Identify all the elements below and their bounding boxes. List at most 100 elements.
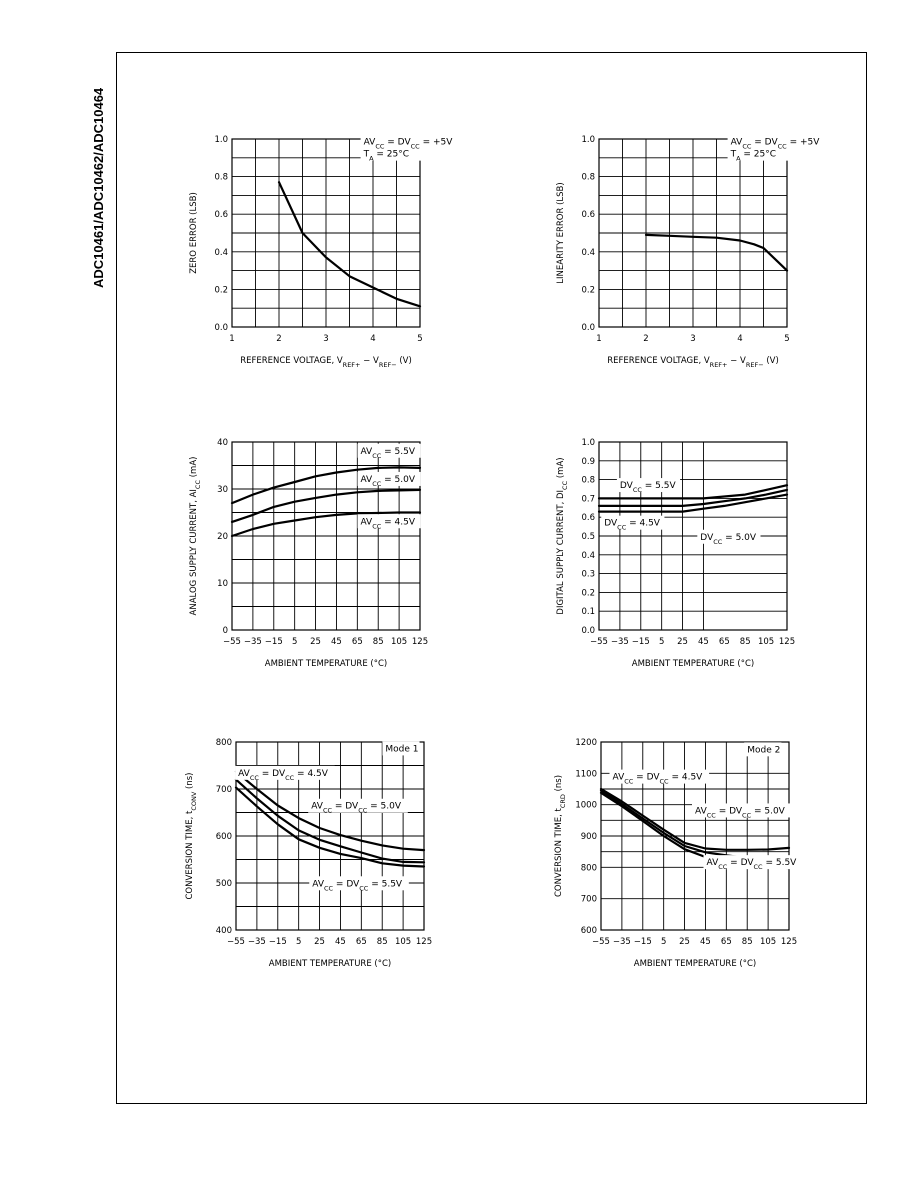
annotation-text: AVCC = DVCC = 5.5V — [706, 858, 797, 871]
annotation-text: DVCC = 5.0V — [700, 533, 757, 546]
y-tick-label: 0.2 — [581, 588, 595, 598]
y-tick-label: 0.9 — [581, 457, 595, 467]
y-tick-label: 10 — [217, 579, 228, 589]
y-axis-label: CONVERSION TIME, tCONV (ns) — [185, 773, 198, 900]
x-tick-label: 45 — [331, 637, 342, 647]
annotation-label: Mode 1 — [382, 741, 420, 756]
x-tick-label: −55 — [223, 637, 241, 647]
annotation-text: AVCC = DVCC = +5V — [731, 138, 821, 151]
x-tick-label: 65 — [719, 637, 730, 647]
y-tick-label: 0.4 — [581, 248, 595, 258]
x-tick-label: 5 — [296, 937, 301, 947]
plot-frame — [598, 138, 788, 328]
x-tick-label: −35 — [613, 937, 631, 947]
annotation-background — [308, 798, 408, 813]
y-tick-label: 700 — [216, 785, 232, 795]
x-tick-label: 85 — [742, 937, 753, 947]
annotation-background — [357, 471, 421, 486]
y-axis-label: LINEARITY ERROR (LSB) — [556, 182, 566, 283]
y-tick-label: 0 — [223, 626, 228, 636]
series-line-1 — [230, 466, 422, 505]
y-tick-label: 1200 — [575, 738, 597, 748]
annotation-text: AVCC = DVCC = 4.5V — [612, 773, 703, 786]
y-tick-label: 0.8 — [581, 476, 595, 486]
annotation-text: DVCC = 4.5V — [604, 519, 661, 532]
annotation-background — [382, 741, 420, 756]
annotation-background — [235, 765, 335, 780]
annotation-text: AVCC = DVCC = 5.5V — [312, 879, 403, 892]
y-tick-label: 0.2 — [214, 285, 228, 295]
x-axis-label: REFERENCE VOLTAGE, VREF+ − VREF− (V) — [607, 356, 779, 369]
chart-5: −55 −35 −15 5 25 45 65 85 105 125 400 500 600 700 800 A… — [185, 738, 432, 969]
annotation-label: DVCC = 4.5V — [601, 515, 665, 532]
y-tick-label: 500 — [216, 879, 232, 889]
annotation-background — [357, 514, 421, 529]
x-tick-label: 5 — [292, 637, 297, 647]
series-line-1 — [277, 181, 422, 308]
annotation-label: DVCC = 5.5V — [616, 478, 681, 494]
annotation-background — [616, 478, 681, 493]
x-tick-label: −55 — [227, 937, 245, 947]
x-tick-label: 4 — [737, 334, 742, 344]
chart-2: 1 2 3 4 5 0.0 0.2 0.4 0.6 0.8 1.0 REFERENCE VOLTAGE… — [556, 134, 822, 369]
annotation-text: AVCC = DVCC = 4.5V — [238, 769, 329, 782]
x-tick-label: 25 — [679, 937, 690, 947]
annotation-text: AVCC = DVCC = +5V — [364, 138, 454, 151]
x-tick-label: 4 — [370, 334, 375, 344]
y-tick-label: 0.6 — [581, 210, 595, 220]
x-tick-label: 85 — [373, 637, 384, 647]
annotation-label: AVCC = DVCC = 5.5V — [703, 855, 804, 871]
series-line-2 — [597, 488, 789, 507]
x-tick-label: 65 — [352, 637, 363, 647]
annotation-text: DVCC = 5.5V — [620, 481, 677, 494]
x-tick-label: 1 — [229, 334, 234, 344]
series-line-1 — [599, 787, 791, 851]
annotation-label: AVCC = 5.0V — [357, 471, 421, 488]
annotation-text: AVCC = 5.5V — [360, 447, 415, 460]
x-axis-label: REFERENCE VOLTAGE, VREF+ − VREF− (V) — [240, 356, 412, 369]
plot-frame — [231, 138, 421, 328]
x-tick-label: 2 — [643, 334, 648, 344]
y-axis-label: ZERO ERROR (LSB) — [189, 192, 199, 274]
x-tick-label: 125 — [779, 637, 795, 647]
x-tick-label: 5 — [417, 334, 422, 344]
y-tick-label: 0.0 — [581, 323, 595, 333]
series-line-3 — [597, 493, 789, 513]
x-tick-label: −35 — [248, 937, 266, 947]
annotation-label: AVCC = DVCC = 5.5V — [309, 876, 409, 892]
x-tick-label: 3 — [690, 334, 695, 344]
y-tick-label: 0.8 — [581, 173, 595, 183]
series-line-3 — [234, 786, 426, 868]
x-tick-label: 25 — [310, 637, 321, 647]
y-tick-label: 20 — [217, 532, 228, 542]
x-tick-label: 105 — [391, 637, 407, 647]
y-tick-label: 0.0 — [581, 626, 595, 636]
y-tick-label: 0.6 — [214, 210, 228, 220]
x-tick-label: −15 — [632, 637, 650, 647]
x-tick-label: −35 — [244, 637, 262, 647]
plot-frame — [598, 441, 788, 631]
y-tick-label: 1.0 — [581, 135, 595, 145]
x-tick-label: 85 — [377, 937, 388, 947]
annotation-label: AVCC = 4.5V — [357, 514, 421, 530]
y-axis-label: DIGITAL SUPPLY CURRENT, DICC (mA) — [556, 457, 569, 614]
y-tick-label: 1.0 — [581, 438, 595, 448]
x-tick-label: 105 — [758, 637, 774, 647]
x-tick-label: −15 — [634, 937, 652, 947]
x-tick-label: 25 — [677, 637, 688, 647]
y-tick-label: 600 — [581, 926, 597, 936]
series-line-2 — [234, 778, 426, 864]
x-tick-label: 2 — [276, 334, 281, 344]
x-tick-label: 65 — [721, 937, 732, 947]
y-tick-label: 700 — [581, 895, 597, 905]
y-tick-label: 0.1 — [581, 607, 595, 617]
annotation-label: AVCC = DVCC = 4.5V — [609, 769, 710, 786]
y-tick-label: 0.4 — [214, 248, 228, 258]
annotation-text: AVCC = 5.0V — [360, 475, 415, 488]
x-tick-label: 85 — [740, 637, 751, 647]
x-tick-label: 45 — [700, 937, 711, 947]
annotation-background — [727, 134, 822, 161]
x-axis-label: AMBIENT TEMPERATURE (°C) — [632, 659, 754, 669]
